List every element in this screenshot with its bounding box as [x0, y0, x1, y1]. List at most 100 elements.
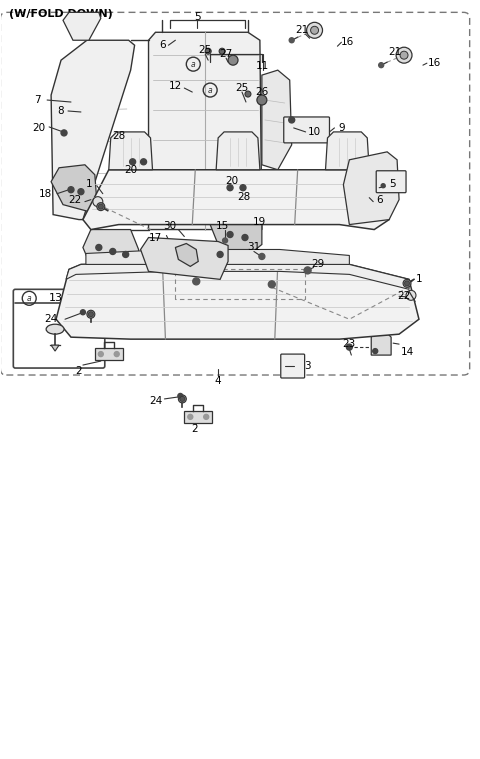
Text: 15: 15: [216, 221, 229, 231]
Circle shape: [311, 27, 319, 34]
Text: 26: 26: [255, 87, 268, 97]
Text: 27: 27: [219, 49, 233, 59]
Text: a: a: [27, 294, 32, 303]
Ellipse shape: [46, 324, 64, 334]
Text: 31: 31: [247, 242, 261, 253]
Polygon shape: [63, 12, 101, 40]
Circle shape: [396, 47, 412, 63]
Circle shape: [223, 238, 228, 243]
Circle shape: [257, 95, 267, 105]
Polygon shape: [83, 229, 139, 267]
Text: 17: 17: [149, 232, 162, 243]
Text: 6: 6: [159, 40, 166, 50]
FancyBboxPatch shape: [284, 117, 329, 143]
Circle shape: [204, 414, 209, 420]
Text: 20: 20: [124, 165, 137, 175]
Circle shape: [178, 393, 183, 398]
Circle shape: [228, 55, 238, 65]
Circle shape: [97, 203, 105, 210]
Circle shape: [373, 348, 378, 354]
Polygon shape: [371, 333, 391, 355]
Text: 9: 9: [338, 123, 345, 133]
Circle shape: [130, 159, 136, 165]
Text: 3: 3: [304, 361, 311, 371]
Text: 20: 20: [226, 176, 239, 186]
Polygon shape: [51, 40, 134, 219]
Circle shape: [227, 231, 233, 238]
Text: 8: 8: [58, 106, 64, 116]
Text: a: a: [191, 60, 195, 68]
Circle shape: [98, 204, 103, 209]
Circle shape: [379, 63, 384, 68]
Circle shape: [217, 251, 223, 257]
FancyBboxPatch shape: [13, 289, 105, 368]
Text: 21: 21: [388, 47, 402, 57]
Text: 13: 13: [49, 293, 63, 304]
Circle shape: [193, 278, 200, 285]
Circle shape: [406, 291, 416, 301]
Circle shape: [81, 310, 85, 315]
Circle shape: [304, 267, 311, 274]
Text: 19: 19: [253, 216, 266, 227]
FancyBboxPatch shape: [281, 354, 305, 378]
Text: 24: 24: [45, 314, 58, 324]
Circle shape: [347, 344, 352, 350]
Polygon shape: [343, 152, 399, 225]
Polygon shape: [141, 238, 228, 279]
Text: 18: 18: [38, 189, 52, 199]
Polygon shape: [210, 215, 262, 256]
Text: (W/FOLD DOWN): (W/FOLD DOWN): [9, 9, 113, 20]
Circle shape: [78, 189, 84, 194]
Circle shape: [288, 117, 295, 123]
Circle shape: [61, 130, 67, 136]
Text: 28: 28: [237, 192, 251, 202]
Text: 22: 22: [68, 194, 82, 205]
Text: 5: 5: [194, 12, 201, 22]
Circle shape: [114, 351, 119, 357]
Polygon shape: [83, 170, 389, 229]
Text: 29: 29: [311, 260, 324, 269]
Polygon shape: [95, 348, 123, 360]
Circle shape: [259, 254, 265, 260]
Polygon shape: [184, 411, 212, 423]
Text: 11: 11: [256, 61, 269, 71]
Circle shape: [242, 235, 248, 241]
Polygon shape: [216, 132, 260, 170]
Circle shape: [96, 244, 102, 250]
Circle shape: [403, 279, 411, 288]
Circle shape: [205, 49, 211, 54]
Polygon shape: [262, 70, 292, 170]
Circle shape: [289, 38, 294, 43]
Text: 20: 20: [33, 123, 46, 133]
Circle shape: [405, 281, 409, 286]
Circle shape: [93, 197, 103, 206]
Text: 10: 10: [308, 127, 321, 137]
Circle shape: [110, 248, 116, 254]
Text: 25: 25: [199, 46, 212, 55]
Circle shape: [240, 184, 246, 191]
Text: 4: 4: [215, 376, 221, 386]
Polygon shape: [51, 165, 97, 212]
Text: 2: 2: [76, 366, 82, 376]
Polygon shape: [175, 244, 198, 266]
Text: 5: 5: [389, 178, 396, 189]
Circle shape: [98, 351, 103, 357]
Circle shape: [245, 91, 251, 97]
Text: 2: 2: [191, 424, 198, 434]
Text: a: a: [208, 86, 213, 95]
Polygon shape: [51, 345, 59, 351]
Polygon shape: [56, 264, 419, 339]
Circle shape: [381, 184, 385, 187]
Polygon shape: [148, 33, 262, 229]
Circle shape: [219, 49, 225, 54]
Circle shape: [88, 312, 93, 317]
Text: 1: 1: [416, 274, 422, 285]
Circle shape: [400, 51, 408, 59]
Circle shape: [307, 22, 323, 38]
Text: 16: 16: [341, 37, 354, 47]
Polygon shape: [325, 132, 369, 170]
Text: 16: 16: [428, 58, 442, 68]
Text: 12: 12: [169, 81, 182, 91]
Text: 6: 6: [376, 194, 383, 205]
Text: 23: 23: [343, 339, 356, 349]
